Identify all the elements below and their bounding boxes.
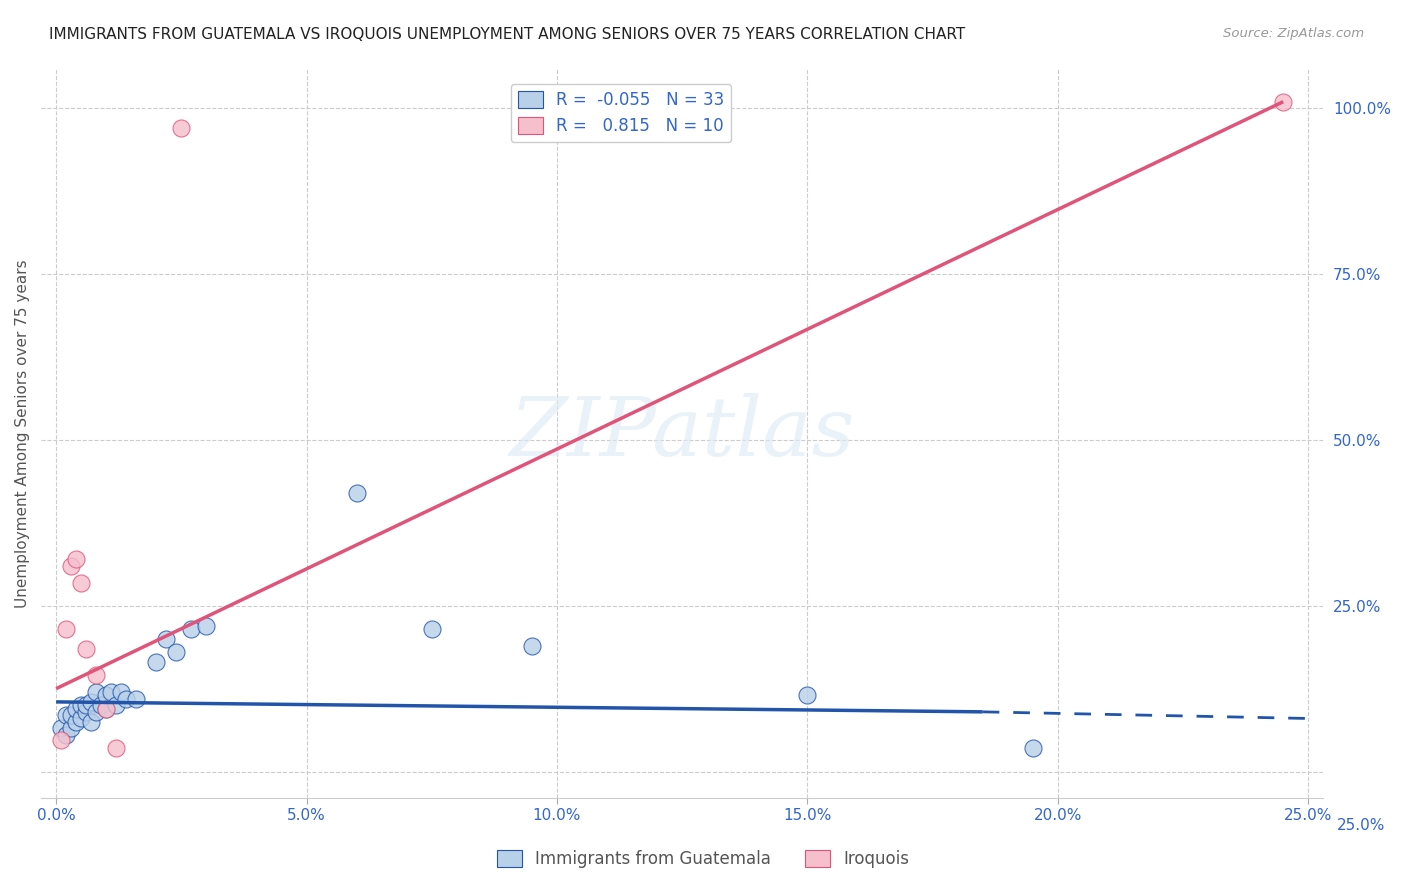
Point bbox=[60, 722, 83, 736]
Point bbox=[65, 552, 87, 566]
Point bbox=[96, 701, 118, 715]
Point bbox=[90, 698, 112, 713]
Point bbox=[100, 685, 122, 699]
Y-axis label: Unemployment Among Seniors over 75 years: Unemployment Among Seniors over 75 years bbox=[15, 259, 30, 607]
Point bbox=[165, 645, 187, 659]
Point bbox=[96, 701, 118, 715]
Point bbox=[80, 695, 103, 709]
Point bbox=[420, 622, 443, 636]
Legend: R =  -0.055   N = 33, R =   0.815   N = 10: R = -0.055 N = 33, R = 0.815 N = 10 bbox=[510, 84, 731, 142]
Point bbox=[55, 622, 77, 636]
Text: 25.0%: 25.0% bbox=[1337, 818, 1385, 832]
Point bbox=[55, 708, 77, 723]
Point bbox=[1022, 741, 1045, 756]
Text: Source: ZipAtlas.com: Source: ZipAtlas.com bbox=[1223, 27, 1364, 40]
Point bbox=[84, 685, 107, 699]
Point bbox=[65, 714, 87, 729]
Point bbox=[180, 622, 202, 636]
Point bbox=[115, 691, 138, 706]
Point bbox=[96, 688, 118, 702]
Point bbox=[346, 486, 368, 500]
Point bbox=[75, 641, 97, 656]
Point bbox=[1272, 95, 1295, 109]
Point bbox=[145, 655, 167, 669]
Point bbox=[60, 708, 83, 723]
Point bbox=[65, 701, 87, 715]
Point bbox=[125, 691, 148, 706]
Point bbox=[105, 741, 128, 756]
Point bbox=[70, 575, 93, 590]
Text: IMMIGRANTS FROM GUATEMALA VS IROQUOIS UNEMPLOYMENT AMONG SENIORS OVER 75 YEARS C: IMMIGRANTS FROM GUATEMALA VS IROQUOIS UN… bbox=[49, 27, 966, 42]
Point bbox=[55, 728, 77, 742]
Point bbox=[49, 722, 72, 736]
Point bbox=[170, 121, 193, 136]
Point bbox=[84, 668, 107, 682]
Point bbox=[796, 688, 818, 702]
Point bbox=[84, 705, 107, 719]
Point bbox=[520, 639, 543, 653]
Point bbox=[60, 558, 83, 573]
Point bbox=[195, 618, 218, 632]
Point bbox=[80, 714, 103, 729]
Point bbox=[105, 698, 128, 713]
Text: ZIPatlas: ZIPatlas bbox=[509, 393, 855, 474]
Point bbox=[75, 698, 97, 713]
Legend: Immigrants from Guatemala, Iroquois: Immigrants from Guatemala, Iroquois bbox=[491, 843, 915, 875]
Point bbox=[49, 732, 72, 747]
Point bbox=[110, 685, 132, 699]
Point bbox=[155, 632, 177, 646]
Point bbox=[75, 705, 97, 719]
Point bbox=[70, 711, 93, 725]
Point bbox=[70, 698, 93, 713]
